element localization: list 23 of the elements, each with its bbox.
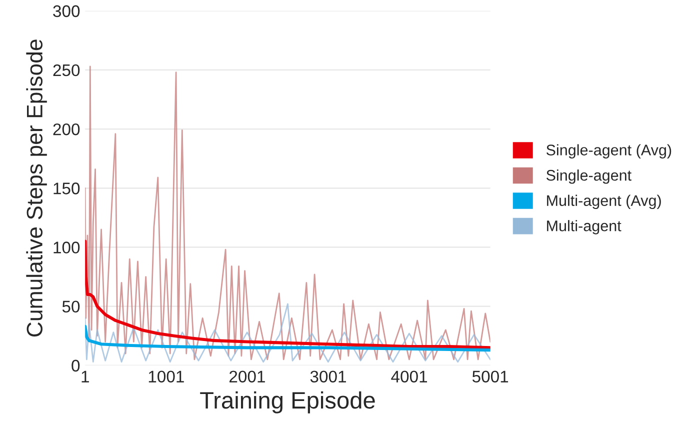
legend-label: Single-agent (Avg) — [546, 144, 672, 158]
x-tick-label: 4001 — [391, 370, 428, 383]
line-series — [85, 240, 490, 350]
x-tick-label: 1001 — [148, 370, 184, 383]
y-tick-label: 100 — [54, 242, 80, 254]
line-series — [85, 303, 490, 363]
y-tick-label: 50 — [62, 300, 80, 313]
legend-label: Multi-agent (Avg) — [547, 194, 661, 210]
x-tick-label: 3001 — [310, 370, 346, 383]
x-tick-label: 2001 — [230, 370, 265, 383]
y-tick-label: 0 — [72, 360, 80, 372]
y-axis-title: Cumulative Steps per Episode — [26, 40, 47, 336]
line-series — [85, 66, 490, 360]
y-tick-label: 300 — [53, 5, 80, 18]
x-axis-title: Training Episode — [200, 391, 375, 414]
line-series — [85, 324, 490, 352]
y-tick-label: 250 — [53, 64, 80, 76]
x-tick-label: 5001 — [472, 370, 508, 383]
y-tick-label: 200 — [53, 123, 80, 136]
y-tick-label: 150 — [54, 182, 80, 194]
legend-label: Single-agent — [546, 170, 632, 184]
x-tick-label: 1 — [82, 370, 89, 382]
legend-label: Multi-agent — [547, 220, 622, 234]
